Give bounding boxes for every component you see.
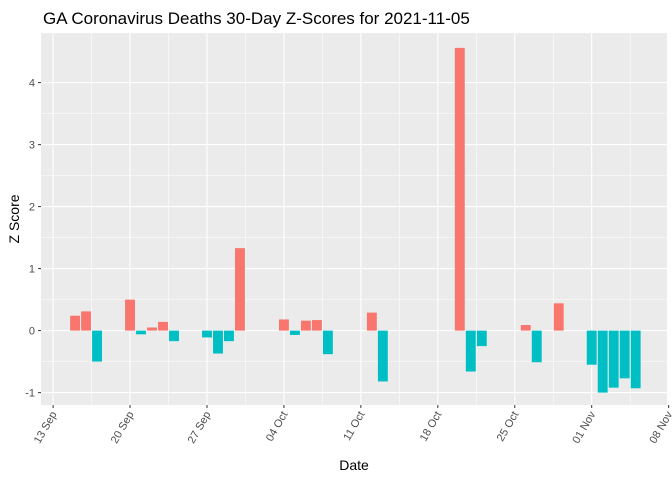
bar xyxy=(158,321,168,331)
bar xyxy=(608,330,619,388)
plot-panel xyxy=(41,33,667,405)
y-tick-label: 0 xyxy=(29,326,35,338)
bar xyxy=(136,330,146,335)
bar xyxy=(147,327,157,331)
y-tick-label: 4 xyxy=(29,78,35,90)
bar xyxy=(70,315,81,331)
y-axis-title: Z Score xyxy=(6,194,22,243)
bar xyxy=(278,319,289,331)
bars-layer xyxy=(70,47,641,393)
bar xyxy=(377,330,388,382)
x-tick-label: 01 Nov xyxy=(570,409,598,446)
bar xyxy=(81,311,92,331)
bar xyxy=(520,325,531,331)
x-tick-label: 13 Sep xyxy=(32,410,60,446)
grid-lines xyxy=(41,33,670,405)
x-tick-label: 27 Sep xyxy=(186,410,214,446)
chart-title: GA Coronavirus Deaths 30-Day Z-Scores fo… xyxy=(43,9,470,28)
bar xyxy=(476,330,487,347)
x-tick-label: 18 Oct xyxy=(418,410,445,444)
bar xyxy=(586,330,597,365)
bar xyxy=(597,330,608,393)
bar xyxy=(366,312,377,331)
x-tick-label: 04 Oct xyxy=(264,410,291,444)
bar xyxy=(289,330,300,335)
y-tick-label: -1 xyxy=(25,388,35,400)
bar xyxy=(311,320,322,331)
y-tick-label: 1 xyxy=(29,264,35,276)
x-axis-title: Date xyxy=(339,457,369,473)
y-tick-label: 2 xyxy=(29,202,35,214)
bar xyxy=(531,330,542,363)
bar xyxy=(465,330,476,372)
bar xyxy=(235,248,245,331)
bar xyxy=(202,330,212,338)
bar xyxy=(300,320,311,331)
x-tick-label: 25 Oct xyxy=(495,410,522,444)
bar xyxy=(553,303,564,331)
bar xyxy=(169,330,179,342)
x-tick-label: 11 Oct xyxy=(341,410,367,443)
bar xyxy=(125,299,135,331)
bar xyxy=(454,47,465,331)
bar xyxy=(224,330,234,342)
bar xyxy=(630,330,641,389)
bar xyxy=(619,330,630,379)
y-tick-label: 3 xyxy=(29,140,35,152)
bar xyxy=(92,330,103,362)
bar xyxy=(322,330,333,355)
x-tick-label: 08 Nov xyxy=(647,409,672,446)
bar xyxy=(213,330,223,354)
x-tick-label: 20 Sep xyxy=(109,410,137,446)
